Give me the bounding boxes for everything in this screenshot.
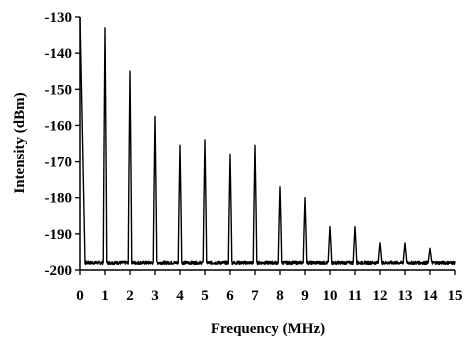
y-axis: -130 -140 -150 -160 -170 -180 -190 -200 <box>45 10 80 279</box>
x-tick-label: 14 <box>423 288 439 304</box>
x-axis: 0 1 2 3 4 5 6 7 8 9 10 11 12 13 14 15 <box>76 270 463 304</box>
x-tick-label: 12 <box>373 288 388 304</box>
plot-area <box>79 17 455 271</box>
x-tick-label: 10 <box>323 288 338 304</box>
x-tick-label: 7 <box>251 288 259 304</box>
y-tick-label: -160 <box>45 118 73 134</box>
x-tick-label: 6 <box>226 288 234 304</box>
x-tick-label: 2 <box>126 288 134 304</box>
y-tick-label: -180 <box>45 191 73 207</box>
y-tick-label: -150 <box>45 82 73 98</box>
y-axis-title: Intensity (dBm) <box>12 92 28 193</box>
x-tick-label: 4 <box>176 288 184 304</box>
x-tick-label: 13 <box>398 288 413 304</box>
x-tick-label: 15 <box>448 288 463 304</box>
x-tick-label: 9 <box>301 288 309 304</box>
x-tick-label: 8 <box>276 288 284 304</box>
y-tick-label: -130 <box>45 10 73 26</box>
spectrum-trace <box>79 16 456 266</box>
x-tick-label: 5 <box>201 288 209 304</box>
x-tick-label: 11 <box>348 288 362 304</box>
x-tick-label: 3 <box>151 288 159 304</box>
x-tick-label: 0 <box>76 288 84 304</box>
y-tick-label: -200 <box>45 263 73 279</box>
x-tick-label: 1 <box>101 288 109 304</box>
x-axis-title: Frequency (MHz) <box>211 321 325 337</box>
y-tick-label: -170 <box>45 155 73 171</box>
y-tick-label: -140 <box>45 46 73 62</box>
y-tick-label: -190 <box>45 227 73 243</box>
